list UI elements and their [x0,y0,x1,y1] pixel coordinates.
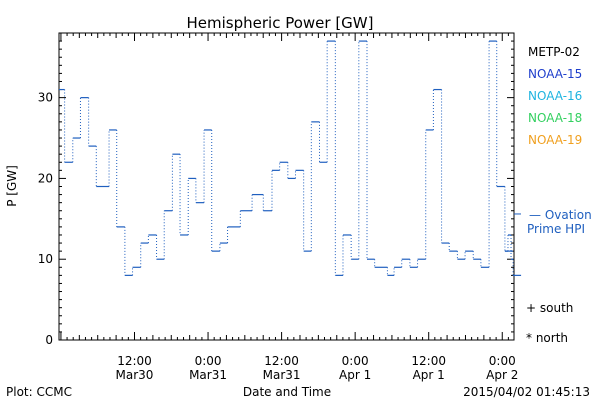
x-tick-label-date: Mar31 [263,368,301,382]
x-tick-label-time: 12:00 [264,354,299,368]
x-tick-label-time: 0:00 [489,354,516,368]
x-tick-label-date: Apr 1 [413,368,445,382]
legend-entry: NOAA-19 [528,133,582,147]
legend-entry: METP-02 [528,45,580,59]
x-tick-label-time: 0:00 [195,354,222,368]
y-tick-label: 30 [38,91,53,105]
ovation-annotation: — Ovation Prime HPI [514,208,592,236]
plot-timestamp: 2015/04/02 01:45:13 [463,385,590,399]
x-tick-label-date: Apr 2 [486,368,518,382]
plot-credit: Plot: CCMC [6,385,72,399]
chart-title: Hemispheric Power [GW] [187,14,374,32]
marker-north: * north [526,331,568,345]
x-tick-label-time: 0:00 [342,354,369,368]
ovation-label-line2: Prime HPI [527,222,585,236]
plot-frame [58,32,515,341]
series-layer [59,40,522,276]
x-axis-label: Date and Time [243,385,331,399]
y-axis: 0 10 20 30 [38,32,514,347]
x-tick-label-time: 12:00 [117,354,152,368]
x-tick-label-date: Mar31 [189,368,227,382]
x-tick-label-time: 12:00 [411,354,446,368]
y-axis-label: P [GW] [5,165,19,207]
y-tick-label: 20 [38,171,53,185]
y-tick-label: 10 [38,252,53,266]
legend-entry: NOAA-18 [528,111,582,125]
y-tick-label: 0 [45,333,53,347]
legend-entry: NOAA-15 [528,67,582,81]
ovation-label-line1: — Ovation [529,208,592,222]
legend-entry: NOAA-16 [528,89,582,103]
x-tick-label-date: Mar30 [116,368,154,382]
marker-south: + south [526,301,573,315]
legend: METP-02 NOAA-15 NOAA-16 NOAA-18 NOAA-19 [528,45,582,147]
x-tick-label-date: Apr 1 [339,368,371,382]
